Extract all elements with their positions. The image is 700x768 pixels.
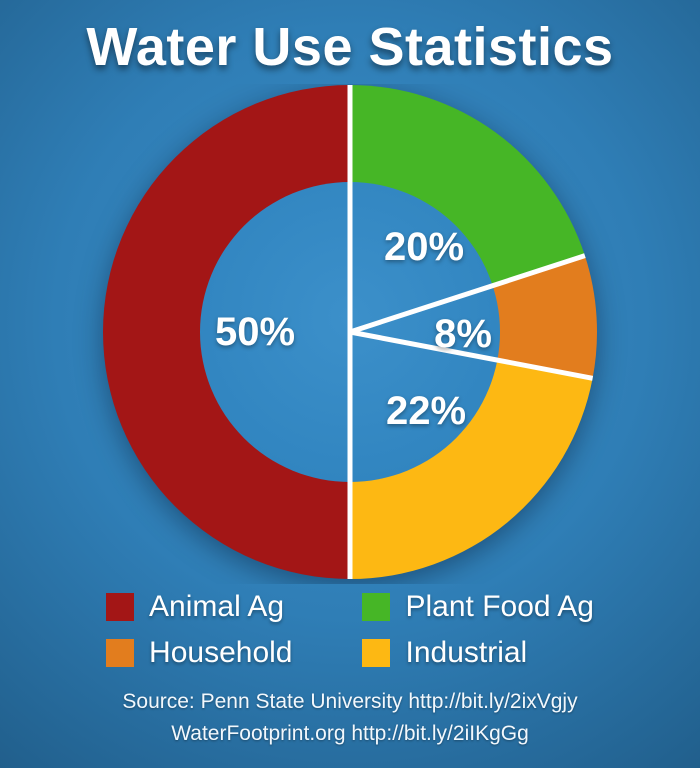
- divider-line: [349, 253, 586, 335]
- legend-swatch-household: [106, 639, 135, 667]
- industrial-percent-label: 22%: [386, 389, 466, 433]
- legend-item-industrial: Industrial: [362, 636, 593, 670]
- legend-swatch-industrial: [362, 639, 391, 667]
- household-percent-label: 8%: [434, 312, 492, 356]
- slice-divider-lines: [347, 85, 594, 579]
- percent-labels: 50% 20% 8% 22%: [215, 225, 492, 433]
- legend-label-animal-ag: Animal Ag: [149, 590, 285, 623]
- legend-item-animal-ag: Animal Ag: [106, 590, 292, 624]
- animal-ag-percent-label: 50%: [215, 310, 295, 354]
- legend-item-plant-food-ag: Plant Food Ag: [362, 590, 594, 624]
- legend-label-plant-food-ag: Plant Food Ag: [405, 590, 594, 623]
- donut-chart-svg: 50% 20% 8% 22%: [103, 85, 598, 579]
- donut-chart: 50% 20% 8% 22%: [0, 84, 700, 584]
- source-line-1: Source: Penn State University http://bit…: [122, 690, 578, 713]
- legend: Animal Ag Plant Food Ag Household Indust…: [0, 590, 700, 670]
- legend-swatch-plant-food-ag: [362, 593, 391, 621]
- source-line-2: WaterFootprint.org http://bit.ly/2iIKgGg: [171, 721, 529, 745]
- legend-label-industrial: Industrial: [405, 636, 528, 669]
- legend-label-household: Household: [149, 636, 293, 669]
- source-credits: Source: Penn State University http://bit…: [0, 686, 700, 749]
- plant-food-ag-percent-label: 20%: [384, 225, 464, 269]
- chart-title: Water Use Statistics: [86, 17, 614, 77]
- divider-line: [349, 329, 594, 381]
- legend-swatch-animal-ag: [106, 593, 135, 621]
- legend-item-household: Household: [106, 636, 292, 670]
